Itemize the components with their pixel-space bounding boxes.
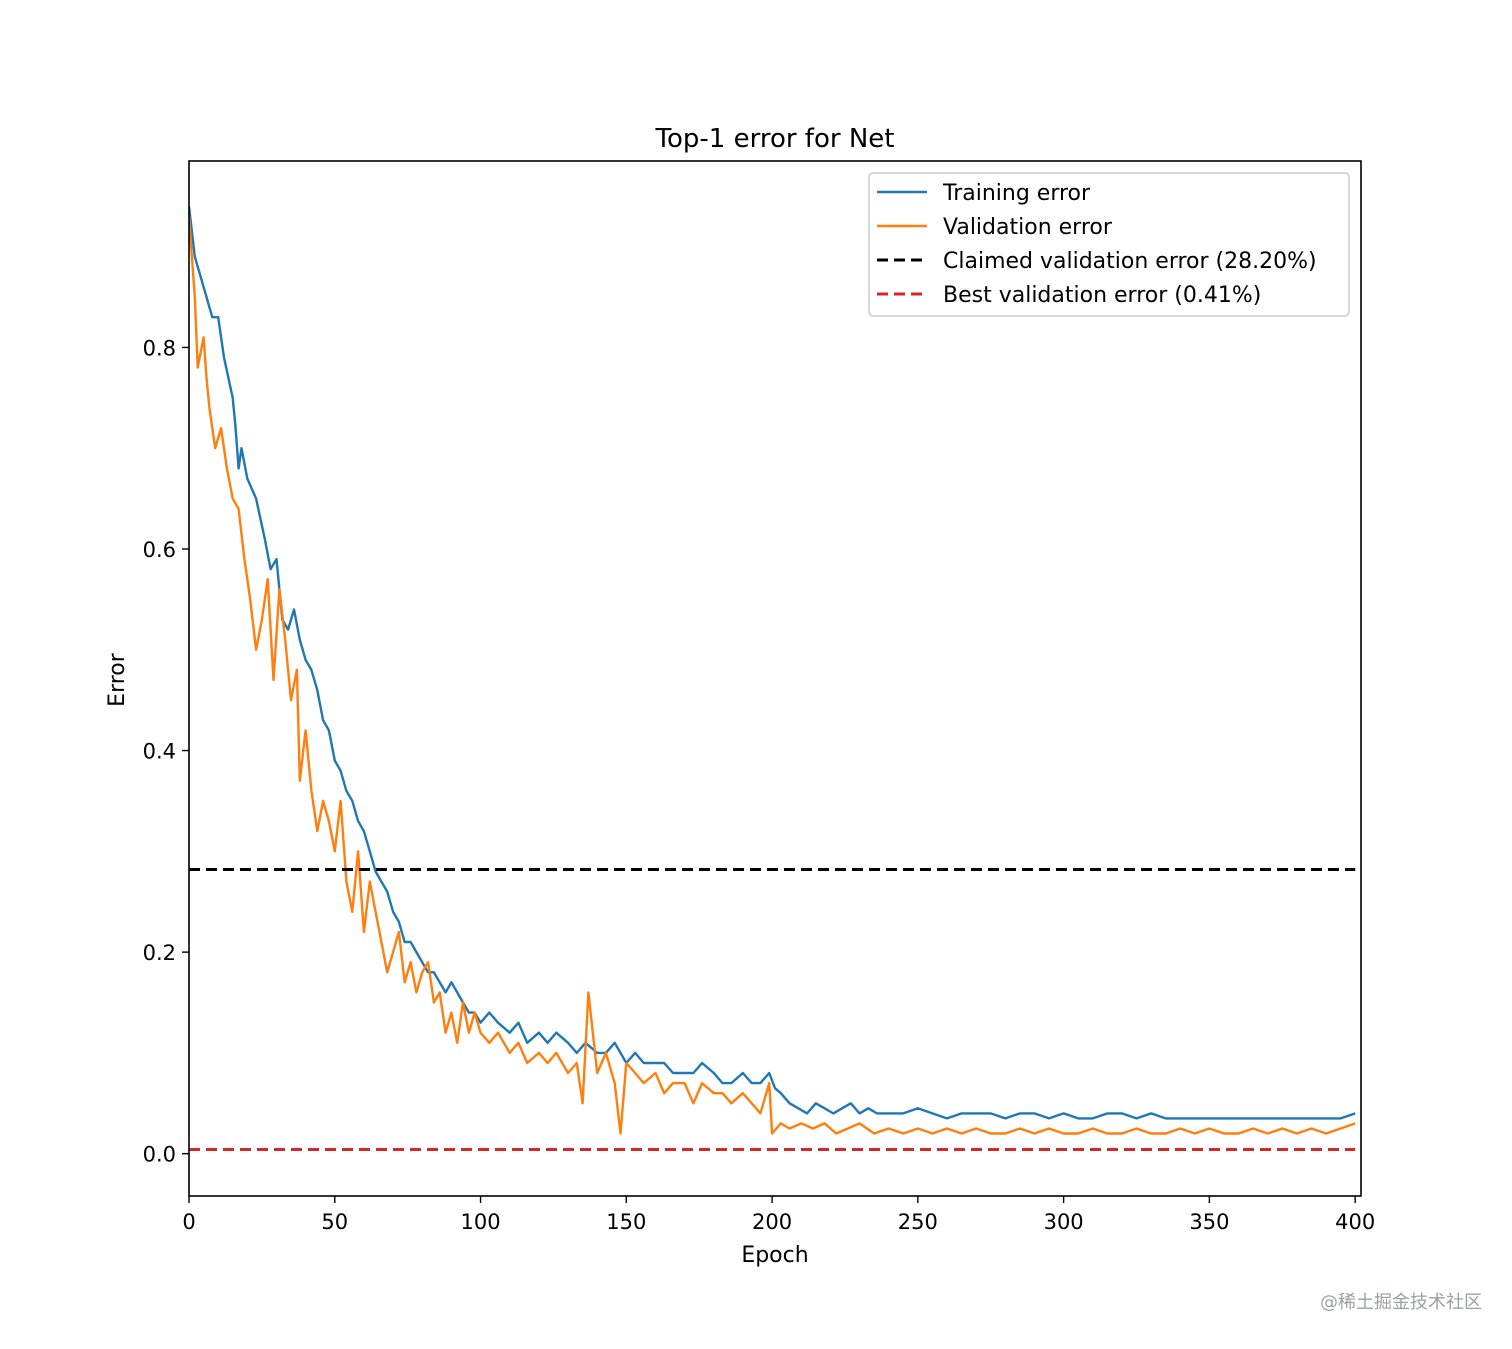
legend-best-validation-error-label: Best validation error (0.41%) xyxy=(943,283,1261,308)
x-tick-label: 100 xyxy=(460,1210,500,1234)
legend: Training error Validation error Claimed va… xyxy=(868,172,1350,317)
plot-area xyxy=(189,206,1356,1151)
legend-training-error-label: Training error xyxy=(942,181,1091,206)
x-tick-label: 400 xyxy=(1335,1210,1375,1234)
y-tick-label: 0.4 xyxy=(143,740,176,764)
x-axis-label: Epoch xyxy=(741,1243,808,1268)
y-tick-label: 0.6 xyxy=(143,538,176,562)
y-axis-label: Error xyxy=(105,652,130,707)
watermark: @稀土掘金技术社区 xyxy=(1320,1292,1482,1313)
x-tick-label: 300 xyxy=(1044,1210,1084,1234)
axis-ticks: 0 50 100 150 200 250 300 350 400 0.0 0.2 0.4 0.6 0.8 xyxy=(143,336,1376,1234)
x-tick-label: 150 xyxy=(606,1210,646,1234)
y-tick-label: 0.2 xyxy=(143,941,176,965)
legend-validation-error-label: Validation error xyxy=(943,215,1113,240)
x-tick-label: 200 xyxy=(752,1210,792,1234)
validation-error-line xyxy=(189,216,1356,1135)
chart-title: Top-1 error for Net xyxy=(655,124,895,154)
x-tick-label: 250 xyxy=(898,1210,938,1234)
legend-box xyxy=(868,172,1350,317)
x-tick-label: 0 xyxy=(182,1210,195,1234)
training-error-line xyxy=(189,206,1356,1120)
y-tick-label: 0.8 xyxy=(143,336,176,360)
y-tick-label: 0.0 xyxy=(143,1143,176,1167)
legend-claimed-validation-error-label: Claimed validation error (28.20%) xyxy=(943,249,1317,274)
x-tick-label: 350 xyxy=(1189,1210,1229,1234)
axes-frame xyxy=(188,160,1362,1197)
x-tick-label: 50 xyxy=(321,1210,348,1234)
